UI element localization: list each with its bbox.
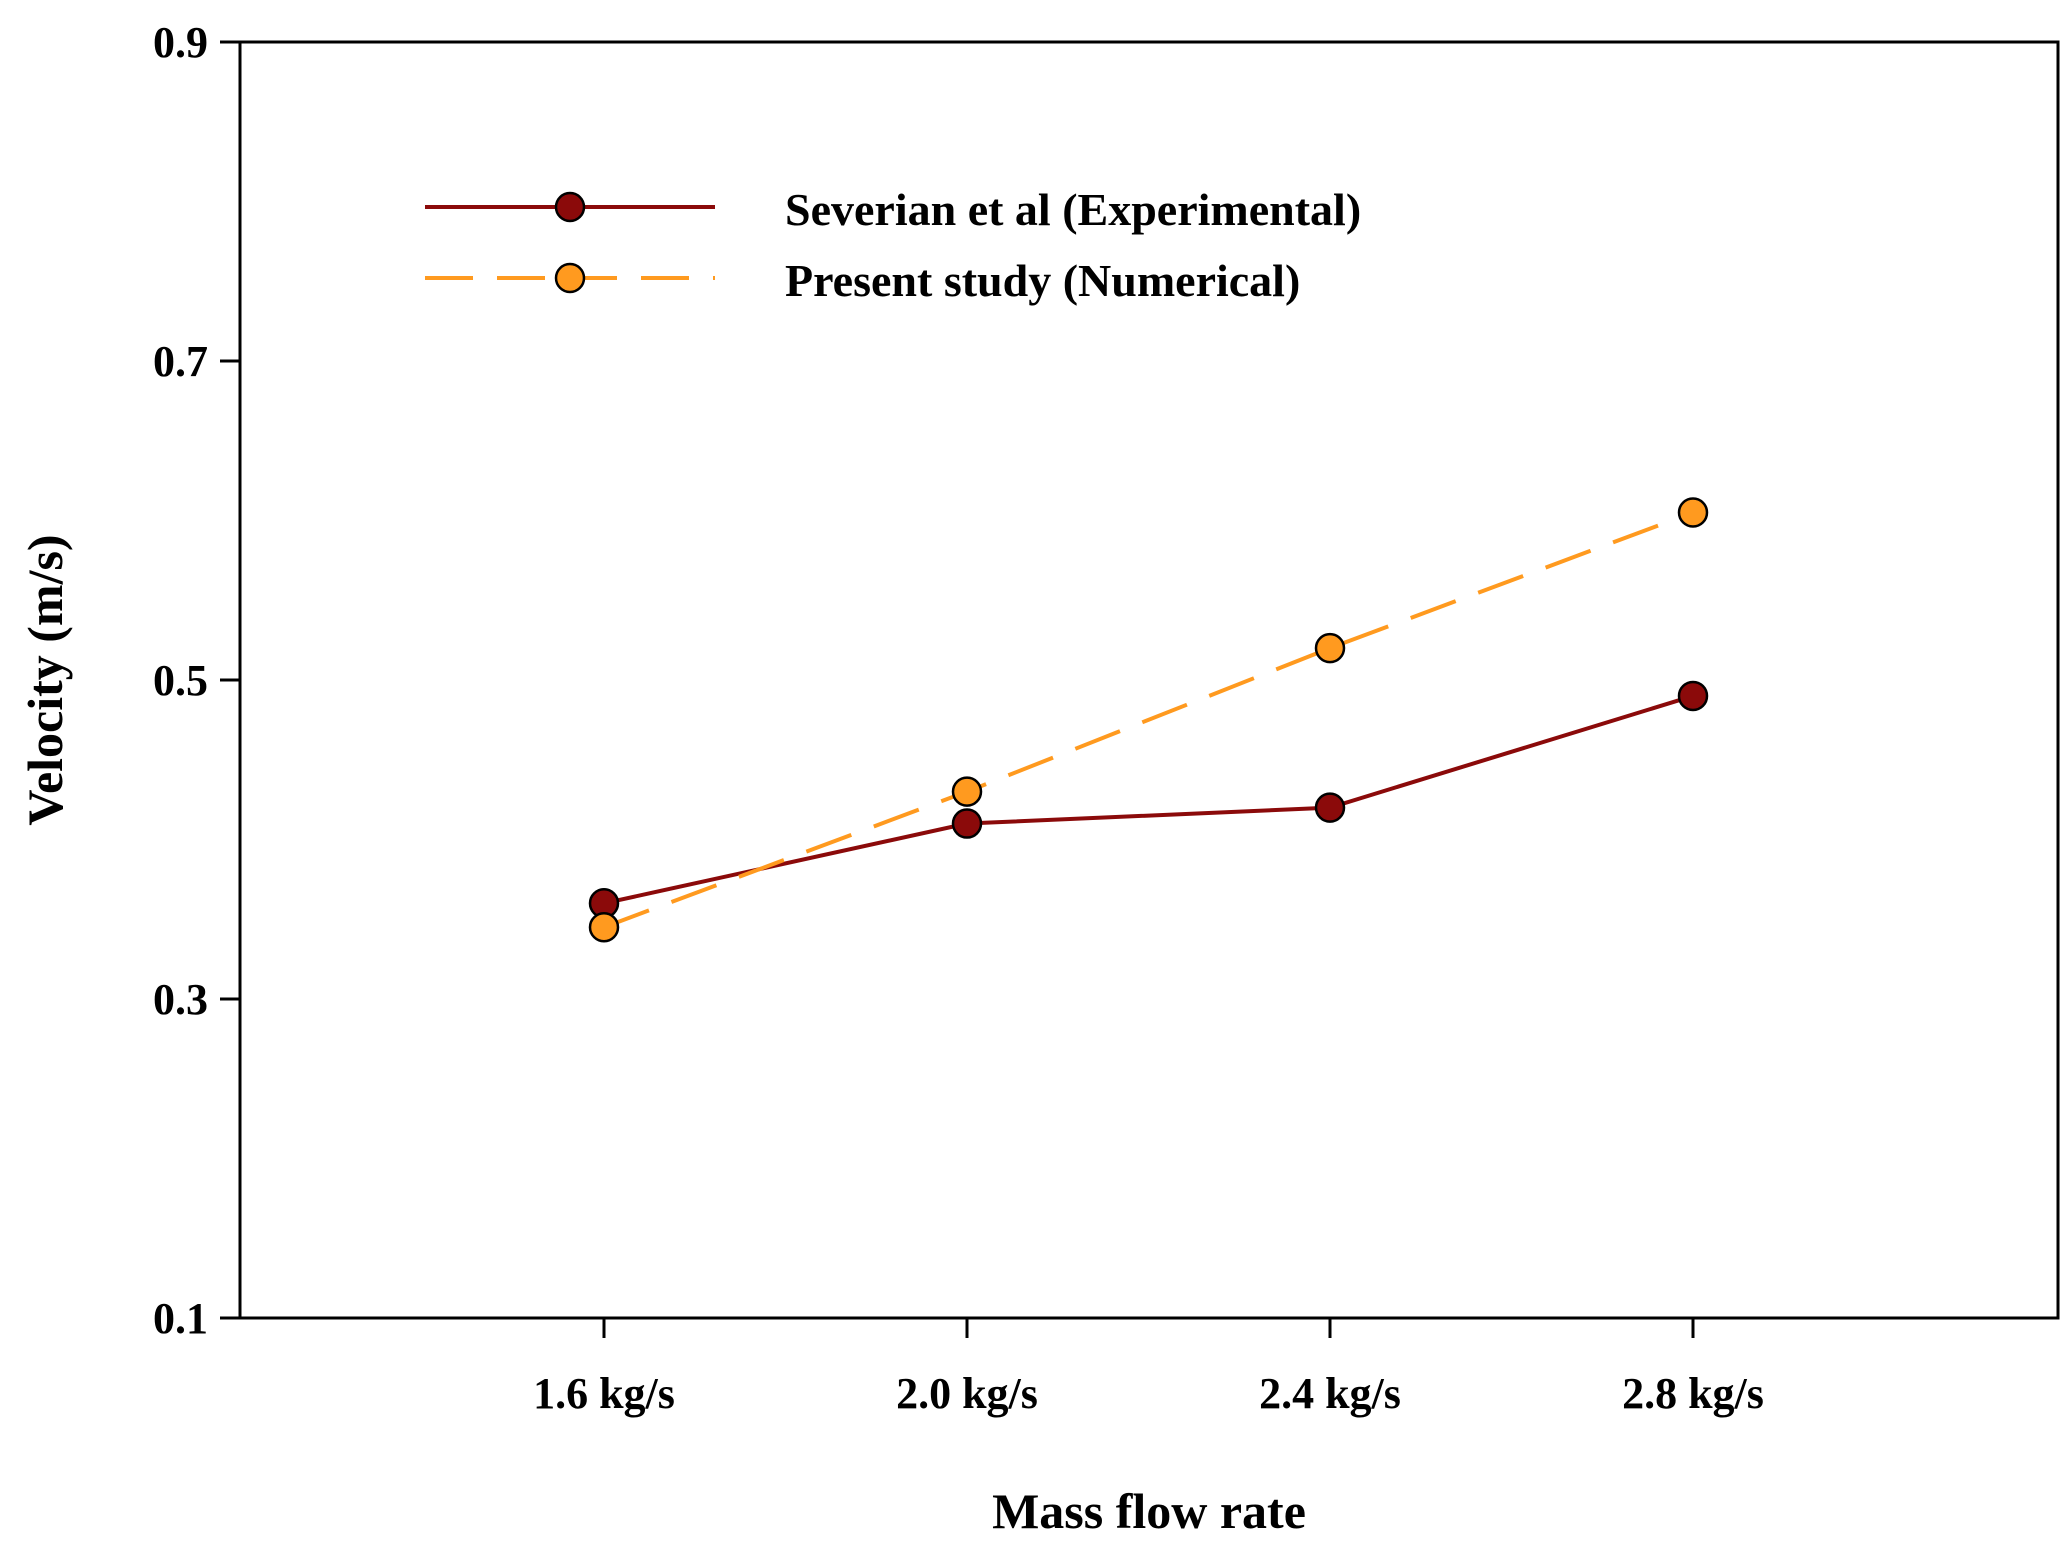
legend-label-experimental: Severian et al (Experimental) (785, 184, 1361, 235)
data-point-numerical (1314, 632, 1346, 664)
x-tick-label: 2.0 kg/s (896, 1369, 1038, 1418)
data-point-numerical (588, 911, 620, 943)
x-axis: 1.6 kg/s 2.0 kg/s 2.4 kg/s 2.8 kg/s (533, 1318, 1764, 1418)
data-point-numerical (951, 776, 983, 807)
series-line-numerical (603, 510, 1694, 930)
y-axis: 0.1 0.3 0.5 0.7 0.9 (153, 18, 240, 1343)
y-tick-label: 0.1 (153, 1294, 208, 1343)
data-point-numerical (1677, 497, 1709, 528)
series-layer (588, 497, 1709, 943)
y-tick-label: 0.9 (153, 18, 208, 67)
x-axis-title: Mass flow rate (992, 1483, 1306, 1539)
x-tick-label: 2.8 kg/s (1622, 1369, 1764, 1418)
y-tick-label: 0.7 (153, 337, 208, 386)
series-line-experimental (603, 694, 1694, 906)
y-axis-title: Velocity (m/s) (17, 534, 73, 825)
legend: Severian et al (Experimental) Present st… (425, 184, 1361, 306)
legend-marker-experimental (554, 191, 586, 223)
data-point-experimental (1314, 792, 1346, 823)
data-point-experimental (951, 808, 983, 839)
x-tick-label: 1.6 kg/s (533, 1369, 675, 1418)
y-tick-label: 0.5 (153, 656, 208, 705)
data-point-experimental (1677, 680, 1709, 712)
legend-label-numerical: Present study (Numerical) (785, 255, 1300, 306)
legend-marker-numerical (554, 262, 586, 294)
x-tick-label: 2.4 kg/s (1259, 1369, 1401, 1418)
y-tick-label: 0.3 (153, 975, 208, 1024)
